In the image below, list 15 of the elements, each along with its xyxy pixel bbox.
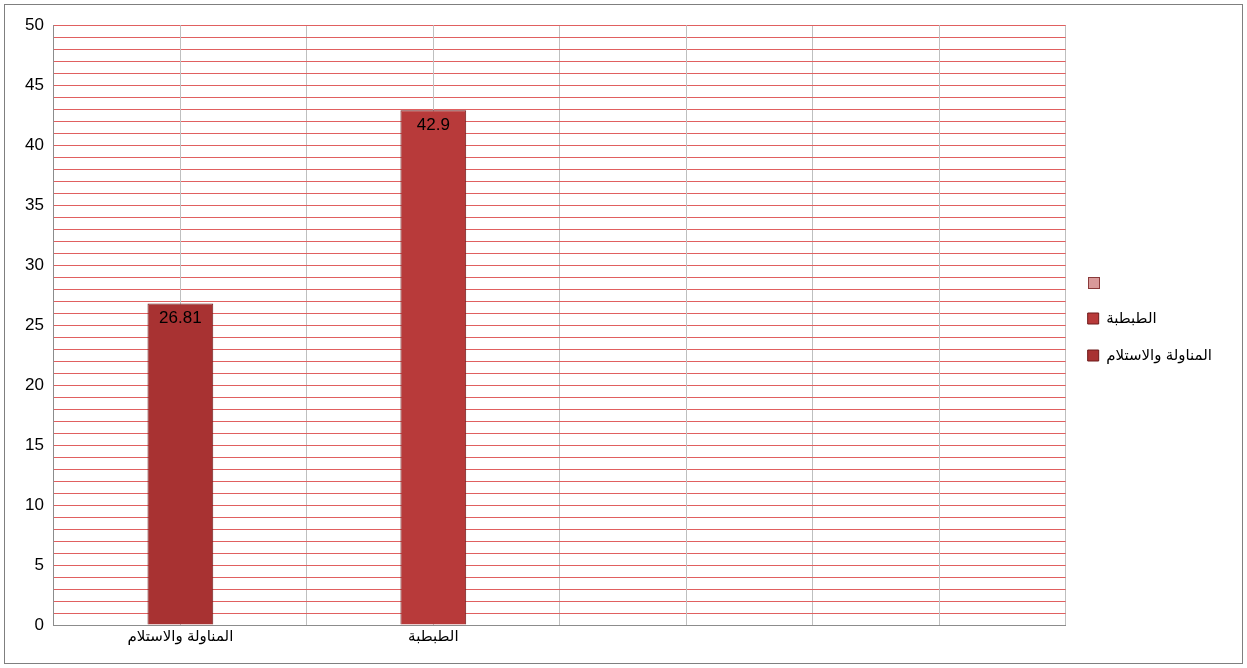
y-tick-label: 0 — [34, 614, 44, 634]
y-tick-label: 35 — [24, 194, 44, 214]
y-tick-label: 30 — [24, 254, 44, 274]
y-tick-label: 25 — [24, 314, 44, 334]
y-tick-label: 10 — [24, 494, 44, 514]
legend-label: المناولة والاستلام — [1106, 345, 1212, 364]
y-tick-label: 50 — [24, 14, 44, 34]
y-tick-label: 20 — [24, 374, 44, 394]
legend-label: الطبطبة — [1106, 308, 1157, 326]
y-tick-label: 15 — [24, 434, 44, 454]
data-label: 26.81 — [159, 307, 202, 327]
y-tick-label: 40 — [24, 134, 44, 154]
data-label: 42.9 — [416, 114, 450, 134]
y-tick-label: 45 — [24, 74, 44, 94]
y-tick-label: 5 — [34, 554, 44, 574]
